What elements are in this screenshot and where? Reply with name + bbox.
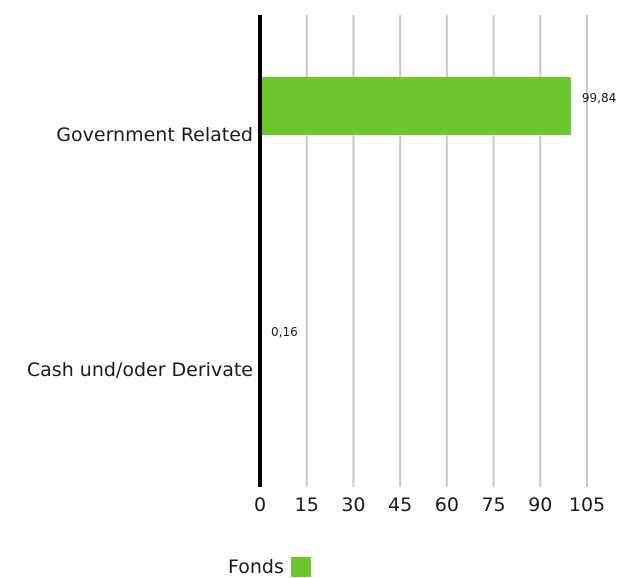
labels: 0 15 30 45 60 75 90 105 99,84 0,16 Government Rela…	[27, 91, 616, 516]
category-label-0: Government Related	[56, 124, 253, 146]
data-label-1: 0,16	[271, 325, 298, 339]
bar-government-related	[260, 77, 571, 135]
legend: Fonds	[228, 556, 311, 578]
bar-chart: 0 15 30 45 60 75 90 105 99,84 0,16 Government Rela…	[0, 0, 619, 550]
x-tick-label-45: 45	[388, 494, 412, 516]
x-tick-label-60: 60	[435, 494, 459, 516]
data-label-0: 99,84	[582, 91, 616, 105]
x-tick-label-30: 30	[341, 494, 365, 516]
x-tick-label-15: 15	[295, 494, 319, 516]
legend-swatch-fonds	[291, 557, 311, 577]
x-tick-label-75: 75	[481, 494, 505, 516]
legend-label: Fonds	[228, 556, 284, 578]
x-tick-label-105: 105	[569, 494, 605, 516]
category-label-1: Cash und/oder Derivate	[27, 359, 253, 381]
x-tick-label-90: 90	[528, 494, 552, 516]
x-tick-label-0: 0	[254, 494, 266, 516]
